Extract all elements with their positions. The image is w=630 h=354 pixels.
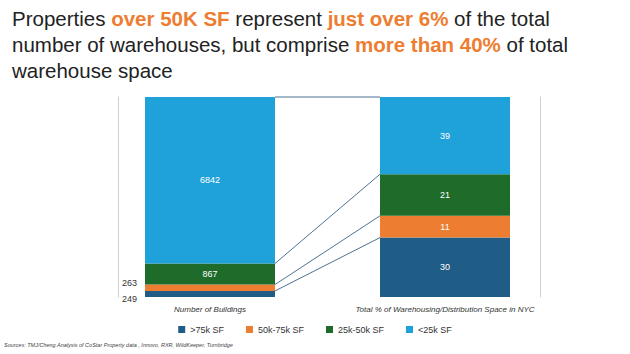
svg-text:Number of Buildings: Number of Buildings <box>174 305 246 314</box>
svg-text:6842: 6842 <box>200 175 220 185</box>
svg-text:<25k SF: <25k SF <box>418 325 452 335</box>
svg-text:30: 30 <box>440 262 450 272</box>
svg-text:11: 11 <box>440 222 449 232</box>
html-text:Sources: TMJ/Cheng Analysis of: Sources: TMJ/Cheng Analysis of CoStar Pr… <box>4 342 233 348</box>
svg-text:867: 867 <box>202 269 217 279</box>
html-text:Properties over 50K SF represe: Properties over 50K SF represent just ov… <box>12 7 569 82</box>
svg-text:25k-50k SF: 25k-50k SF <box>338 325 385 335</box>
svg-text:21: 21 <box>440 190 450 200</box>
svg-text:39: 39 <box>440 131 450 141</box>
svg-text:50k-75k SF: 50k-75k SF <box>258 325 305 335</box>
svg-text:Total % of Warehousing/Distrib: Total % of Warehousing/Distribution Spac… <box>355 305 534 314</box>
svg-text:>75k SF: >75k SF <box>190 325 224 335</box>
svg-text:263: 263 <box>122 278 137 288</box>
svg-text:249: 249 <box>122 294 137 304</box>
